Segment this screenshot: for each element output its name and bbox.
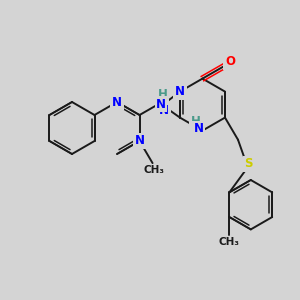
Text: H: H (158, 88, 168, 101)
Text: CH₃: CH₃ (219, 237, 240, 247)
Text: N: N (156, 98, 166, 110)
Text: H: H (157, 91, 167, 103)
Text: H: H (190, 115, 200, 128)
Text: N: N (134, 134, 145, 148)
Text: N: N (112, 95, 122, 109)
Text: N: N (175, 85, 185, 98)
Text: CH₃: CH₃ (143, 165, 164, 175)
Text: S: S (244, 157, 253, 170)
Text: N: N (194, 122, 203, 135)
Text: N: N (159, 103, 169, 116)
Text: O: O (225, 55, 235, 68)
